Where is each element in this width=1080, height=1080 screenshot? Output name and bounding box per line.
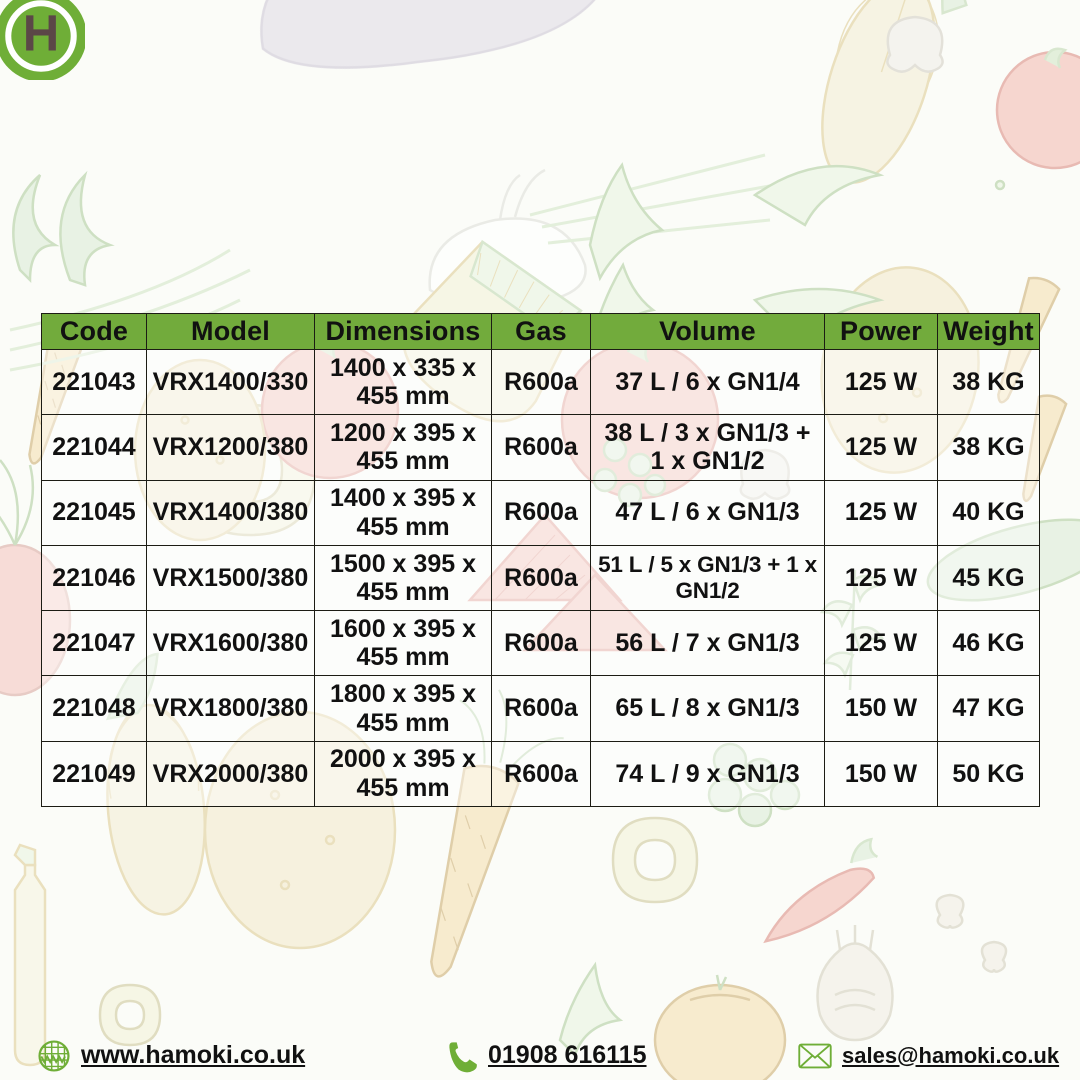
svg-text:H: H: [23, 4, 60, 61]
